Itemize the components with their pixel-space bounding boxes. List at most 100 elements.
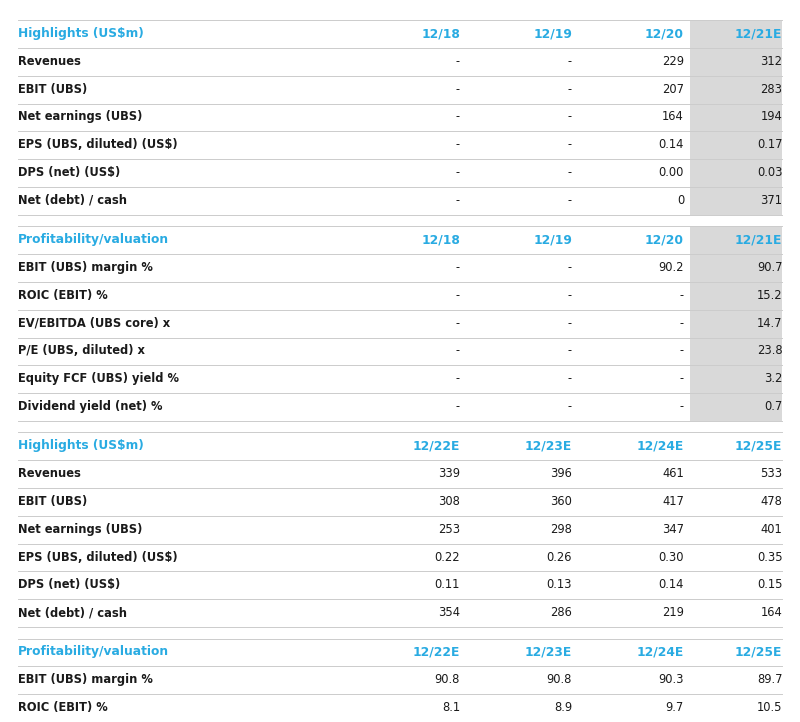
Text: -: - bbox=[568, 193, 572, 206]
Text: 229: 229 bbox=[662, 55, 684, 68]
Text: -: - bbox=[568, 344, 572, 357]
Text: 12/24E: 12/24E bbox=[637, 439, 684, 452]
Text: EBIT (UBS): EBIT (UBS) bbox=[18, 495, 87, 508]
Text: 10.5: 10.5 bbox=[757, 701, 782, 714]
Text: 0.22: 0.22 bbox=[434, 550, 460, 563]
Text: 15.2: 15.2 bbox=[757, 289, 782, 302]
Text: Net earnings (UBS): Net earnings (UBS) bbox=[18, 523, 142, 536]
Text: -: - bbox=[568, 110, 572, 123]
Text: EBIT (UBS) margin %: EBIT (UBS) margin % bbox=[18, 261, 153, 274]
Text: Net (debt) / cash: Net (debt) / cash bbox=[18, 606, 126, 619]
Text: EBIT (UBS) margin %: EBIT (UBS) margin % bbox=[18, 673, 153, 686]
Text: -: - bbox=[568, 166, 572, 179]
Text: -: - bbox=[456, 110, 460, 123]
Text: 371: 371 bbox=[760, 193, 782, 206]
Text: -: - bbox=[456, 55, 460, 68]
Text: 360: 360 bbox=[550, 495, 572, 508]
Text: 312: 312 bbox=[760, 55, 782, 68]
Text: 12/21E: 12/21E bbox=[735, 233, 782, 246]
Text: 12/19: 12/19 bbox=[533, 233, 572, 246]
Text: -: - bbox=[680, 344, 684, 357]
Text: 12/22E: 12/22E bbox=[413, 439, 460, 452]
Text: 12/22E: 12/22E bbox=[413, 645, 460, 658]
Text: EPS (UBS, diluted) (US$): EPS (UBS, diluted) (US$) bbox=[18, 138, 178, 151]
Bar bbox=[690, 226, 782, 421]
Text: DPS (net) (US$): DPS (net) (US$) bbox=[18, 166, 120, 179]
Text: -: - bbox=[680, 316, 684, 329]
Text: EV/EBITDA (UBS core) x: EV/EBITDA (UBS core) x bbox=[18, 316, 170, 329]
Text: Net earnings (UBS): Net earnings (UBS) bbox=[18, 110, 142, 123]
Text: -: - bbox=[456, 138, 460, 151]
Text: 417: 417 bbox=[662, 495, 684, 508]
Text: 0.11: 0.11 bbox=[434, 578, 460, 591]
Text: EBIT (UBS): EBIT (UBS) bbox=[18, 82, 87, 95]
Text: 90.8: 90.8 bbox=[434, 673, 460, 686]
Text: Profitability/valuation: Profitability/valuation bbox=[18, 233, 169, 246]
Text: 90.7: 90.7 bbox=[757, 261, 782, 274]
Text: -: - bbox=[568, 289, 572, 302]
Text: -: - bbox=[568, 400, 572, 413]
Text: 0.14: 0.14 bbox=[658, 578, 684, 591]
Text: -: - bbox=[456, 344, 460, 357]
Text: 219: 219 bbox=[662, 606, 684, 619]
Text: 298: 298 bbox=[550, 523, 572, 536]
Text: Revenues: Revenues bbox=[18, 55, 81, 68]
Text: Highlights (US$m): Highlights (US$m) bbox=[18, 27, 143, 40]
Text: 8.1: 8.1 bbox=[442, 701, 460, 714]
Text: 478: 478 bbox=[761, 495, 782, 508]
Text: 0.30: 0.30 bbox=[658, 550, 684, 563]
Text: -: - bbox=[568, 82, 572, 95]
Text: Equity FCF (UBS) yield %: Equity FCF (UBS) yield % bbox=[18, 372, 178, 385]
Text: Highlights (US$m): Highlights (US$m) bbox=[18, 439, 143, 452]
Text: -: - bbox=[680, 372, 684, 385]
Text: 0.7: 0.7 bbox=[764, 400, 782, 413]
Text: 89.7: 89.7 bbox=[757, 673, 782, 686]
Bar bbox=[690, 20, 782, 215]
Text: 0.03: 0.03 bbox=[757, 166, 782, 179]
Text: 12/18: 12/18 bbox=[421, 233, 460, 246]
Text: -: - bbox=[456, 166, 460, 179]
Text: 461: 461 bbox=[662, 467, 684, 480]
Text: 207: 207 bbox=[662, 82, 684, 95]
Text: -: - bbox=[568, 55, 572, 68]
Text: 194: 194 bbox=[761, 110, 782, 123]
Text: 0.26: 0.26 bbox=[546, 550, 572, 563]
Text: Net (debt) / cash: Net (debt) / cash bbox=[18, 193, 126, 206]
Text: 12/20: 12/20 bbox=[645, 233, 684, 246]
Text: 12/18: 12/18 bbox=[421, 27, 460, 40]
Text: 90.8: 90.8 bbox=[546, 673, 572, 686]
Text: Dividend yield (net) %: Dividend yield (net) % bbox=[18, 400, 162, 413]
Text: -: - bbox=[456, 261, 460, 274]
Text: ROIC (EBIT) %: ROIC (EBIT) % bbox=[18, 289, 107, 302]
Text: ROIC (EBIT) %: ROIC (EBIT) % bbox=[18, 701, 107, 714]
Text: EPS (UBS, diluted) (US$): EPS (UBS, diluted) (US$) bbox=[18, 550, 178, 563]
Text: 12/23E: 12/23E bbox=[525, 645, 572, 658]
Text: Profitability/valuation: Profitability/valuation bbox=[18, 645, 169, 658]
Text: 0.15: 0.15 bbox=[757, 578, 782, 591]
Text: -: - bbox=[568, 372, 572, 385]
Text: P/E (UBS, diluted) x: P/E (UBS, diluted) x bbox=[18, 344, 145, 357]
Text: 401: 401 bbox=[761, 523, 782, 536]
Text: -: - bbox=[456, 193, 460, 206]
Text: -: - bbox=[456, 316, 460, 329]
Text: 12/24E: 12/24E bbox=[637, 645, 684, 658]
Text: 12/19: 12/19 bbox=[533, 27, 572, 40]
Text: 396: 396 bbox=[550, 467, 572, 480]
Text: 9.7: 9.7 bbox=[666, 701, 684, 714]
Text: -: - bbox=[680, 289, 684, 302]
Text: 253: 253 bbox=[438, 523, 460, 536]
Text: -: - bbox=[568, 316, 572, 329]
Text: 12/25E: 12/25E bbox=[735, 645, 782, 658]
Text: -: - bbox=[456, 82, 460, 95]
Text: 339: 339 bbox=[438, 467, 460, 480]
Text: 354: 354 bbox=[438, 606, 460, 619]
Text: 0.35: 0.35 bbox=[757, 550, 782, 563]
Text: 0.14: 0.14 bbox=[658, 138, 684, 151]
Text: 533: 533 bbox=[760, 467, 782, 480]
Text: 0.13: 0.13 bbox=[546, 578, 572, 591]
Text: 23.8: 23.8 bbox=[757, 344, 782, 357]
Text: 12/23E: 12/23E bbox=[525, 439, 572, 452]
Text: 164: 164 bbox=[662, 110, 684, 123]
Text: 0: 0 bbox=[677, 193, 684, 206]
Text: -: - bbox=[568, 261, 572, 274]
